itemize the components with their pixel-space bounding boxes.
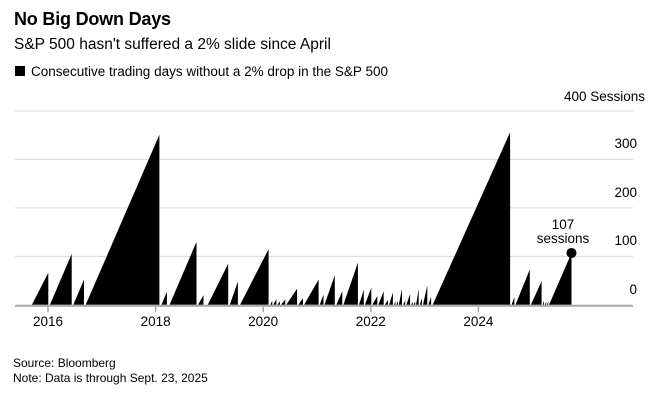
legend-swatch-icon xyxy=(15,66,25,76)
x-tick-label: 2020 xyxy=(248,314,279,329)
footnotes: Source: Bloomberg Note: Data is through … xyxy=(13,356,208,385)
chart-title: No Big Down Days xyxy=(14,9,171,29)
chart-area: 400 Sessions 0 100 200 300 2016 2018 2020 2022… xyxy=(15,89,645,329)
x-tick-label: 2018 xyxy=(140,314,171,329)
x-tick-label: 2024 xyxy=(463,314,494,329)
x-tick-label: 2016 xyxy=(32,314,64,329)
y-tick-label: 100 xyxy=(614,233,637,249)
last-point-marker xyxy=(566,247,577,258)
annotation-unit: sessions xyxy=(536,230,590,246)
streaks-area-series xyxy=(31,132,572,305)
legend: Consecutive trading days without a 2% dr… xyxy=(15,63,388,79)
chart-subtitle: S&P 500 hasn't suffered a 2% slide since… xyxy=(14,36,331,53)
annotation-value: 107 xyxy=(551,217,575,232)
y-tick-label: 300 xyxy=(614,136,637,152)
data-note: Note: Data is through Sept. 23, 2025 xyxy=(13,370,208,385)
source-note: Source: Bloomberg xyxy=(13,356,116,370)
x-tick-label: 2022 xyxy=(355,314,386,329)
y-tick-label: 200 xyxy=(614,184,637,200)
y-tick-label: 0 xyxy=(629,281,637,297)
last-point-annotation: 107 sessions xyxy=(537,218,590,245)
legend-label: Consecutive trading days without a 2% dr… xyxy=(31,63,388,79)
sessions-area-chart xyxy=(15,110,633,313)
y-axis-top-label: 400 Sessions xyxy=(563,89,645,104)
